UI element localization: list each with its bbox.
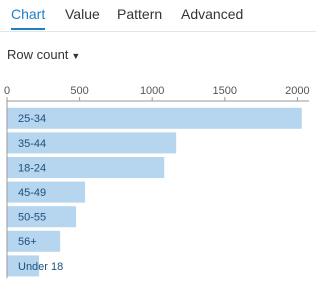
y-tick-label: 18-24 bbox=[18, 162, 46, 174]
dropdown[interactable]: Row count ▼ bbox=[7, 47, 80, 62]
tab[interactable]: Value bbox=[65, 6, 100, 22]
x-tick-label: 1500 bbox=[213, 85, 237, 97]
y-tick-label: 25-34 bbox=[18, 113, 46, 125]
bar bbox=[7, 157, 165, 178]
x-tick-label: 500 bbox=[70, 85, 88, 97]
tab[interactable]: Chart bbox=[11, 6, 46, 30]
x-tick-label: 0 bbox=[4, 85, 10, 97]
bar bbox=[7, 255, 40, 277]
bar bbox=[7, 107, 302, 129]
y-tick-label: 56+ bbox=[18, 236, 37, 248]
tab[interactable]: Advanced bbox=[181, 6, 244, 22]
bar bbox=[7, 206, 77, 228]
tab-bar: Chart Value Pattern Advanced bbox=[0, 0, 316, 32]
y-tick-label: 45-49 bbox=[18, 187, 46, 199]
y-tick-label: Under 18 bbox=[18, 261, 63, 273]
y-tick-label: 35-44 bbox=[18, 138, 46, 150]
tab[interactable]: Pattern bbox=[117, 6, 163, 22]
bar bbox=[7, 132, 177, 154]
dropdown-label: Row count bbox=[7, 47, 69, 62]
bar bbox=[7, 181, 86, 203]
x-tick-label: 2000 bbox=[285, 85, 309, 97]
x-tick-label: 1000 bbox=[140, 85, 164, 97]
dropdown-arrow: ▼ bbox=[71, 51, 81, 61]
bar bbox=[7, 230, 61, 252]
y-tick-label: 50-55 bbox=[18, 212, 46, 224]
